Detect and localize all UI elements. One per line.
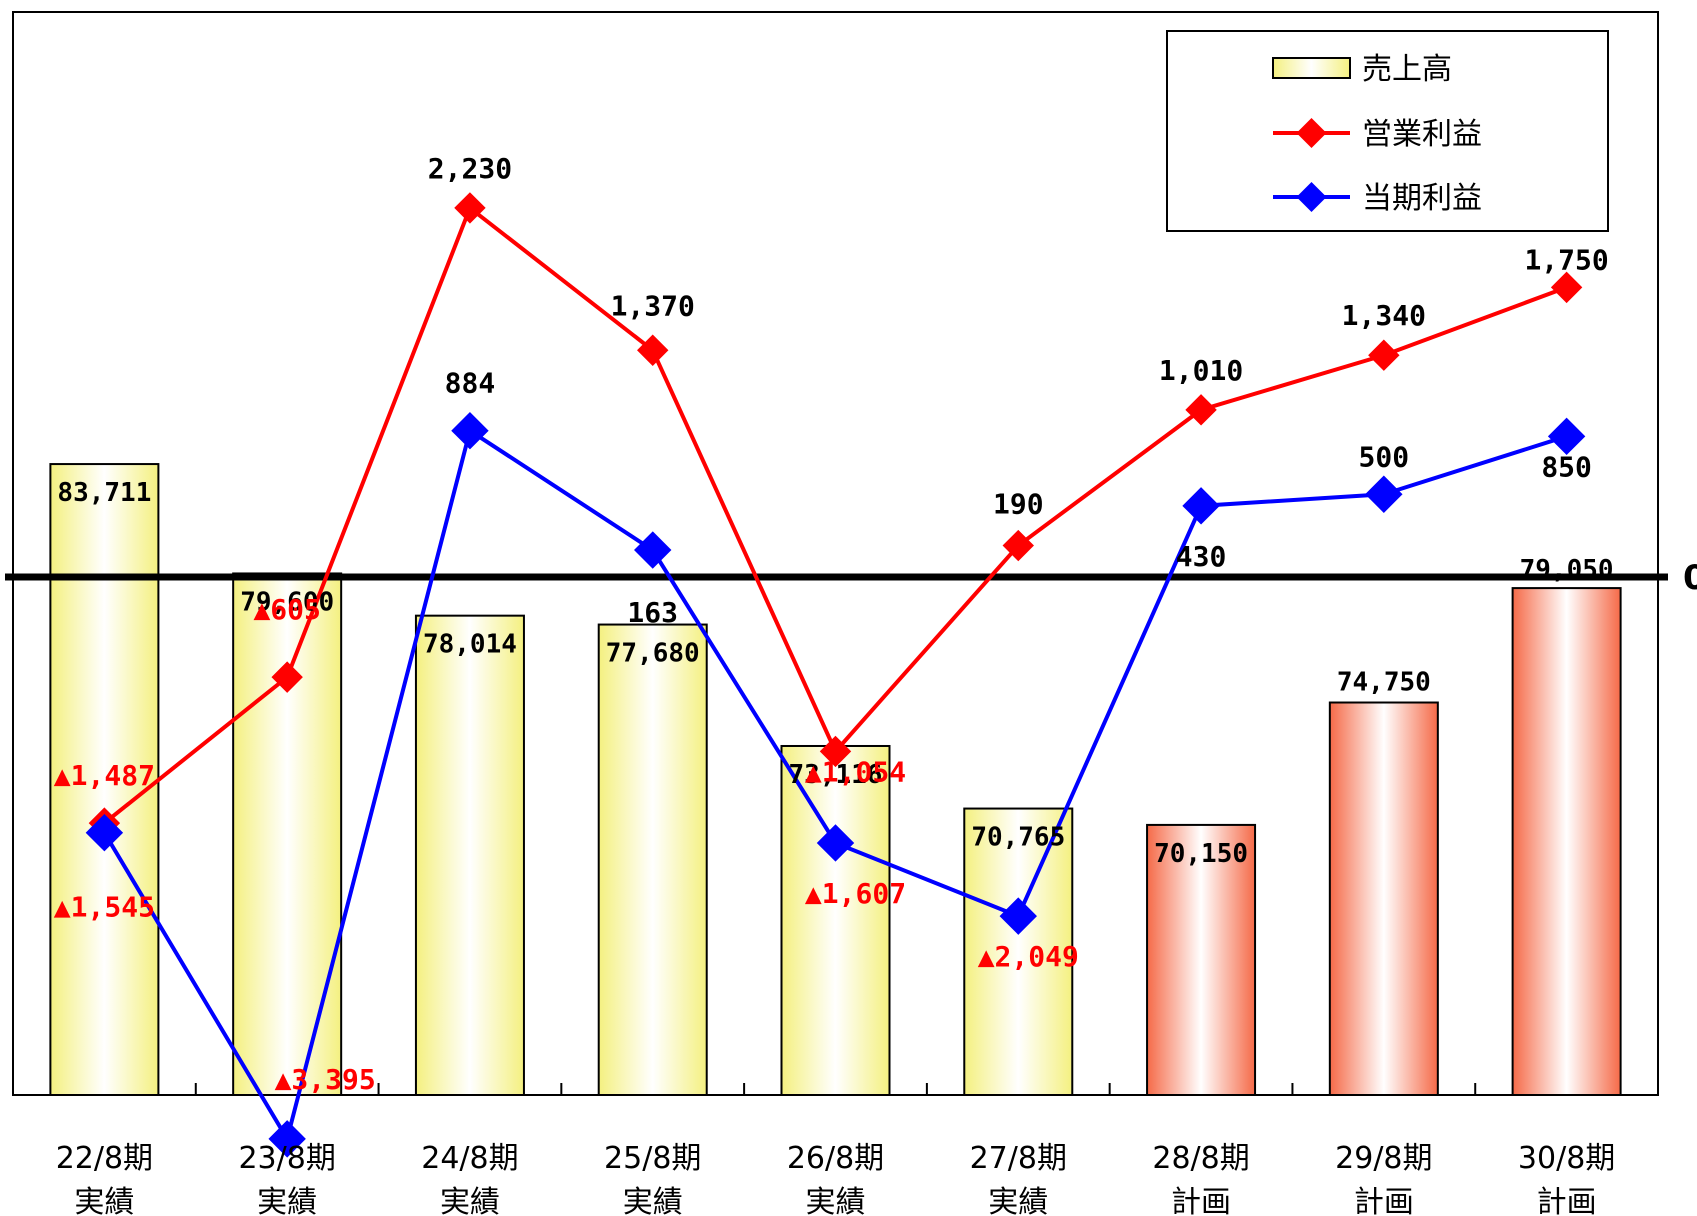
legend-label-operating-profit: 営業利益 [1362,117,1482,152]
line-series [85,192,1586,1158]
net-profit-marker [999,897,1037,935]
net-profit-data-label: 500 [1359,440,1410,473]
operating-profit-data-label: ▲605 [253,593,320,626]
data-labels: 83,711 79,600 78,014 77,680 73,116 70,765 70,1… [54,152,1614,1096]
bar-売上高 [780,744,891,1096]
operating-profit-data-label: 1,010 [1159,354,1243,387]
bar-data-label: 70,765 [971,823,1065,853]
category-label-type: 実績 [623,1185,683,1216]
category-label-period: 22/8期 [56,1141,153,1176]
bar-売上高 [597,623,708,1096]
net-profit-marker [634,531,672,569]
category-label-period: 26/8期 [787,1141,884,1176]
operating-profit-marker [454,192,486,224]
operating-profit-marker [1550,271,1583,304]
bar-売上高 [963,807,1074,1096]
net-profit-data-label: 884 [445,367,496,400]
category-label-type: 実績 [257,1185,317,1216]
category-label-type: 計画 [1537,1185,1597,1216]
net-profit-marker [85,813,124,852]
operating-profit-marker [1368,339,1400,371]
bar-data-label: 79,050 [1520,555,1614,585]
operating-profit-data-label: ▲1,054 [805,755,906,788]
bar-data-label: 77,680 [606,639,700,669]
net-profit-data-label: ▲1,607 [805,877,906,910]
zero-label: 0 [1683,558,1697,598]
net-profit-data-label: 850 [1541,450,1592,483]
net-profit-marker [268,1120,306,1158]
category-label-period: 29/8期 [1335,1141,1432,1176]
bar-売上高 [49,463,160,1096]
operating-profit-data-label: 2,230 [428,152,512,185]
bar-売上高 [232,572,343,1096]
operating-profit-marker [1185,394,1217,426]
operating-profit-data-label: 1,750 [1524,243,1608,276]
bar-data-label: 73,116 [789,760,883,790]
operating-profit-marker [271,661,303,693]
category-label-type: 計画 [1354,1185,1414,1216]
net-profit-data-label: ▲3,395 [275,1063,376,1096]
zero-axis: 0 [5,558,1697,598]
legend-marker-net-profit [1296,182,1327,212]
bar-売上高 [1146,823,1257,1096]
bar-data-label: 78,014 [423,630,517,660]
operating-profit-data-label: ▲1,487 [54,759,155,792]
category-label-period: 28/8期 [1152,1141,1249,1176]
net-profit-marker [451,411,489,450]
bar-data-label: 79,600 [240,587,334,617]
bar-売上高 [1511,587,1622,1097]
category-label-period: 24/8期 [421,1141,518,1176]
legend-label-net-profit: 当期利益 [1362,181,1482,216]
category-label-period: 25/8期 [604,1141,701,1176]
legend-box [1166,30,1609,232]
net-profit-marker [1365,475,1403,513]
category-label-period: 23/8期 [238,1141,335,1176]
bar-data-label: 74,750 [1337,668,1431,698]
category-label-type: 実績 [440,1185,500,1216]
category-label-type: 実績 [988,1185,1048,1216]
net-profit-data-label: 430 [1176,540,1227,573]
net-profit-data-label: ▲1,545 [54,891,155,924]
net-profit-data-label: ▲2,049 [978,940,1079,973]
bar-売上高 [1328,701,1439,1096]
bar-series [49,463,1622,1097]
net-profit-marker [1547,417,1586,456]
legend-label-sales: 売上高 [1362,52,1452,87]
legend-swatch-sales [1272,57,1351,79]
category-label-type: 計画 [1171,1185,1231,1216]
bar-売上高 [414,614,525,1096]
net-profit-marker [1182,487,1220,525]
legend-marker-operating-profit [1296,118,1327,148]
operating-profit-marker [1002,529,1034,562]
operating-profit-data-label: 1,370 [611,289,695,322]
bar-data-label: 70,150 [1154,839,1248,869]
net-profit-marker [816,824,855,862]
category-label-type: 実績 [806,1185,866,1216]
operating-profit-marker [819,735,852,768]
category-label-period: 27/8期 [970,1141,1067,1176]
operating-profit-data-label: 190 [993,488,1044,521]
category-label-type: 実績 [74,1185,134,1216]
category-label-period: 30/8期 [1518,1141,1615,1176]
bar-data-label: 83,711 [57,478,151,508]
operating-profit-marker [637,334,669,366]
operating-profit-data-label: 1,340 [1342,299,1426,332]
net-profit-data-label: 163 [627,596,678,629]
